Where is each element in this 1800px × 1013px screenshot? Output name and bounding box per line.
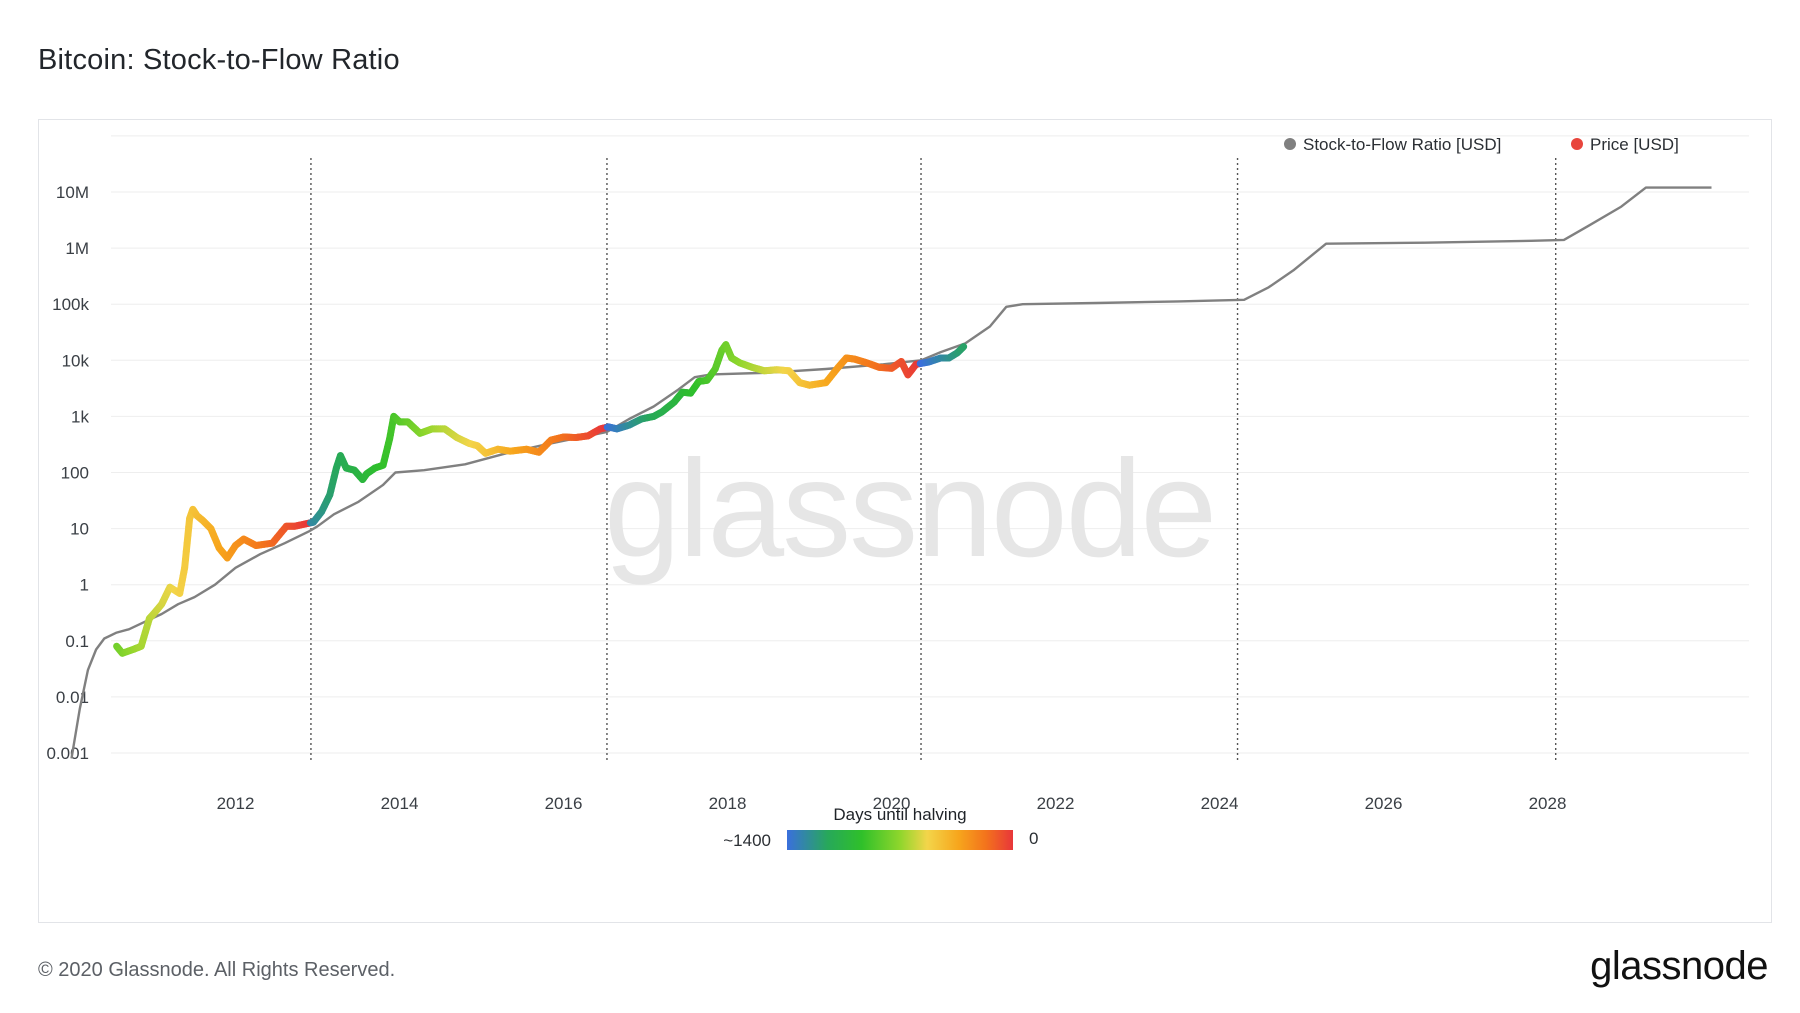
glassnode-watermark: glassnode xyxy=(604,432,1215,586)
colorbar-max-label: 0 xyxy=(1029,829,1038,848)
x-tick-label: 2028 xyxy=(1529,794,1567,813)
x-tick-label: 2020 xyxy=(873,794,911,813)
x-tick-label: 2022 xyxy=(1037,794,1075,813)
copyright-text: © 2020 Glassnode. All Rights Reserved. xyxy=(38,959,396,981)
colorbar-min-label: ~1400 xyxy=(723,831,771,850)
legend: Stock-to-Flow Ratio [USD] Price [USD] xyxy=(1284,135,1679,154)
y-tick-label: 1k xyxy=(71,407,89,426)
page-title: Bitcoin: Stock-to-Flow Ratio xyxy=(38,44,400,76)
legend-label[interactable]: Price [USD] xyxy=(1590,135,1679,154)
halving-markers xyxy=(310,158,1557,760)
stock-to-flow-line xyxy=(70,186,1712,759)
x-tick-label: 2012 xyxy=(217,794,255,813)
x-tick-label: 2024 xyxy=(1201,794,1239,813)
x-tick-label: 2026 xyxy=(1365,794,1403,813)
y-tick-label: 10k xyxy=(62,351,90,370)
gridlines xyxy=(111,135,1749,754)
colorbar-title: Days until halving xyxy=(833,805,966,824)
colorbar: Days until halving ~1400 0 xyxy=(723,805,1038,850)
legend-marker xyxy=(1571,138,1583,150)
price-segment xyxy=(959,343,968,352)
legend-label[interactable]: Stock-to-Flow Ratio [USD] xyxy=(1303,135,1501,154)
legend-marker xyxy=(1284,138,1296,150)
y-tick-label: 1 xyxy=(80,576,89,595)
x-tick-label: 2014 xyxy=(381,794,419,813)
y-tick-label: 100 xyxy=(61,464,89,483)
y-tick-label: 0.001 xyxy=(46,744,89,763)
x-tick-label: 2016 xyxy=(545,794,583,813)
glassnode-logo[interactable]: glassnode xyxy=(1590,944,1768,988)
y-tick-label: 1M xyxy=(65,239,89,258)
y-tick-label: 10M xyxy=(56,183,89,202)
y-tick-label: 0.1 xyxy=(65,632,89,651)
stock-to-flow-chart: glassnode 0.0010.010.11101001k10k100k1M1… xyxy=(46,135,1749,850)
chart-frame: glassnode 0.001 0.01 0.1 1 10 100 1k 10k 100k 1M 1… xyxy=(38,119,1772,923)
x-axis-ticks: 2012 2014 2016 2018 2020 2022 2024 2026 2028 xyxy=(217,794,1567,813)
y-tick-label: 10 xyxy=(70,520,89,539)
x-tick-label: 2018 xyxy=(709,794,747,813)
colorbar-gradient xyxy=(787,830,1013,850)
series xyxy=(70,186,1712,759)
y-tick-label: 100k xyxy=(52,295,89,314)
